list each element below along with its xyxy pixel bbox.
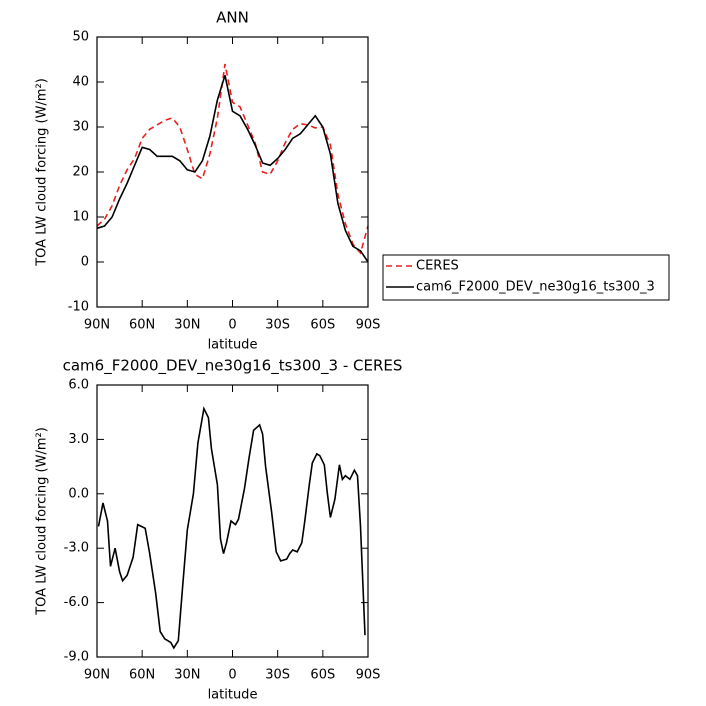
x-tick-label: 90S	[356, 668, 381, 683]
x-tick-label: 60S	[310, 668, 335, 683]
chart-title: cam6_F2000_DEV_ne30g16_ts300_3 - CERES	[63, 357, 403, 376]
y-tick-label: 10	[72, 210, 89, 225]
y-tick-label: 6.0	[68, 378, 89, 393]
x-tick-label: 60N	[129, 318, 155, 333]
x-tick-label: 90N	[84, 318, 110, 333]
y-tick-label: 50	[72, 30, 89, 45]
y-tick-label: -9.0	[64, 650, 89, 665]
x-tick-label: 90S	[356, 318, 381, 333]
y-tick-label: 3.0	[68, 432, 89, 447]
y-tick-label: -6.0	[64, 595, 89, 610]
data-line	[97, 406, 366, 650]
data-line	[96, 75, 369, 263]
legend-box	[382, 254, 670, 301]
y-tick-label: -3.0	[64, 541, 89, 556]
y-tick-label: -10	[68, 300, 89, 315]
y-tick-label: 20	[72, 165, 89, 180]
x-tick-label: 30S	[265, 318, 290, 333]
x-axis-label: latitude	[208, 688, 258, 703]
x-tick-label: 60S	[310, 318, 335, 333]
x-tick-label: 30S	[265, 668, 290, 683]
x-tick-label: 0	[228, 318, 236, 333]
plot-frame	[96, 36, 369, 308]
y-axis-label: TOA LW cloud forcing (W/m²)	[35, 427, 50, 616]
y-tick-label: 40	[72, 75, 89, 90]
x-tick-label: 90N	[84, 668, 110, 683]
x-tick-label: 30N	[174, 668, 200, 683]
y-tick-label: 30	[72, 120, 89, 135]
legend-label: CERES	[416, 259, 459, 274]
x-tick-label: 60N	[129, 668, 155, 683]
chart-title: ANN	[216, 9, 249, 27]
x-axis-label: latitude	[208, 338, 258, 353]
y-tick-label: 0	[81, 255, 89, 270]
plot-frame	[96, 384, 369, 658]
y-axis-label: TOA LW cloud forcing (W/m²)	[35, 78, 50, 267]
legend-label: cam6_F2000_DEV_ne30g16_ts300_3	[416, 280, 655, 295]
x-tick-label: 30N	[174, 318, 200, 333]
y-tick-label: 0.0	[68, 486, 89, 501]
x-tick-label: 0	[228, 668, 236, 683]
